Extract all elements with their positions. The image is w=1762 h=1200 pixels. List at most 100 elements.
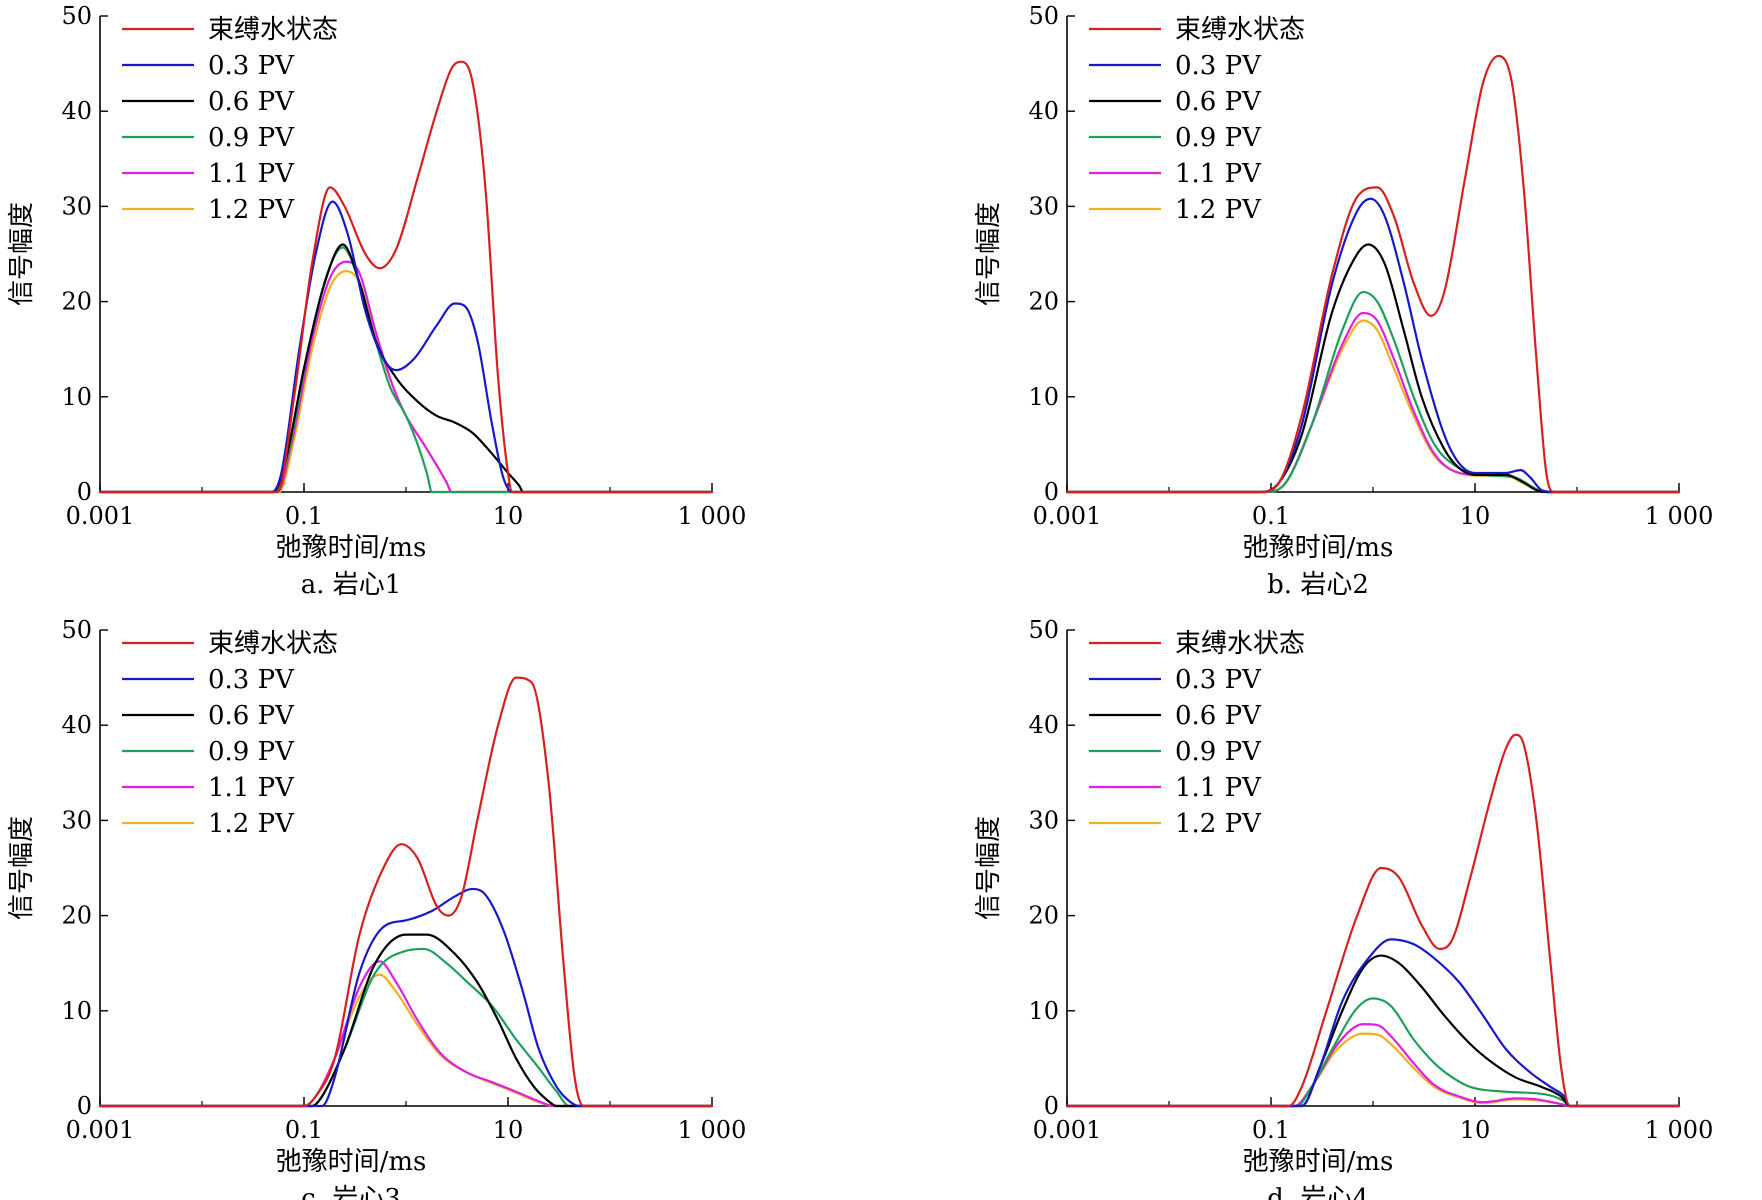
series-line-2 — [1065, 243, 1681, 494]
x-tick-label: 1 000 — [1645, 502, 1714, 530]
legend-label: 0.3 PV — [208, 51, 295, 81]
chart-panel-2: 0 10 20 30 40 50 0.001 0.1 10 1 000 弛豫时间/ms 信号幅度 b. … — [974, 2, 1713, 600]
panel-caption: d. 岩心4 — [1267, 1184, 1369, 1200]
y-tick-label: 40 — [1028, 97, 1059, 125]
x-tick-label: 0.1 — [1252, 1116, 1290, 1144]
series-line-1 — [98, 887, 714, 1108]
y-tick-label: 40 — [61, 97, 92, 125]
x-tick-label: 0.001 — [66, 502, 135, 530]
legend-label: 0.3 PV — [1175, 665, 1262, 695]
y-tick-label: 10 — [1028, 383, 1059, 411]
chart-panel-1: 0 10 20 30 40 50 0.001 0.1 10 1 000 弛豫时间/ms 信号幅度 a. … — [7, 2, 746, 600]
panel-caption: a. 岩心1 — [301, 570, 402, 600]
series-line-4 — [98, 260, 714, 494]
x-tick-label: 10 — [1460, 502, 1491, 530]
legend-label: 1.1 PV — [1175, 773, 1262, 803]
y-tick-label: 20 — [61, 288, 92, 316]
legend-label: 0.3 PV — [208, 665, 295, 695]
legend-label: 0.9 PV — [208, 737, 295, 767]
y-tick-label: 20 — [1028, 902, 1059, 930]
series-line-3 — [1065, 290, 1681, 494]
legend: 束缚水状态 0.3 PV 0.6 PV 0.9 PV 1.1 PV 1.2 PV — [1089, 629, 1305, 839]
x-tick-label: 1 000 — [1645, 1116, 1714, 1144]
legend-label: 束缚水状态 — [1175, 15, 1305, 45]
y-tick-label: 30 — [1028, 806, 1059, 834]
series-line-0 — [1065, 733, 1681, 1108]
legend-label: 1.1 PV — [1175, 159, 1262, 189]
series-line-4 — [98, 960, 714, 1108]
series-line-5 — [98, 973, 714, 1108]
y-axis-title: 信号幅度 — [974, 202, 1004, 306]
y-tick-label: 50 — [1028, 616, 1059, 644]
series-line-3 — [98, 947, 714, 1108]
legend-label: 0.9 PV — [1175, 737, 1262, 767]
series-line-2 — [98, 243, 714, 494]
y-tick-label: 40 — [61, 711, 92, 739]
x-axis-title: 弛豫时间/ms — [276, 1147, 427, 1177]
series-line-0 — [1065, 54, 1681, 494]
series-line-4 — [1065, 311, 1681, 494]
x-tick-label: 0.1 — [285, 502, 323, 530]
legend-label: 束缚水状态 — [208, 15, 338, 45]
series-line-4 — [1065, 1023, 1681, 1108]
legend: 束缚水状态 0.3 PV 0.6 PV 0.9 PV 1.1 PV 1.2 PV — [1089, 15, 1305, 225]
series-line-2 — [1065, 954, 1681, 1108]
y-axis-title: 信号幅度 — [7, 202, 37, 306]
x-tick-label: 1 000 — [678, 1116, 747, 1144]
series-line-5 — [98, 270, 714, 494]
x-axis-title: 弛豫时间/ms — [276, 533, 427, 563]
y-tick-label: 30 — [61, 192, 92, 220]
legend-label: 0.6 PV — [1175, 87, 1262, 117]
y-tick-label: 10 — [1028, 997, 1059, 1025]
x-tick-label: 0.1 — [1252, 502, 1290, 530]
series-line-2 — [98, 933, 714, 1108]
chart-panel-3: 0 10 20 30 40 50 0.001 0.1 10 1 000 弛豫时间/ms 信号幅度 c. … — [7, 616, 746, 1200]
legend: 束缚水状态 0.3 PV 0.6 PV 0.9 PV 1.1 PV 1.2 PV — [122, 15, 338, 225]
x-tick-label: 10 — [493, 1116, 524, 1144]
x-tick-label: 0.001 — [1033, 502, 1102, 530]
panel-caption: b. 岩心2 — [1267, 570, 1369, 600]
series-line-5 — [1065, 1032, 1681, 1108]
y-tick-label: 20 — [61, 902, 92, 930]
legend-label: 0.3 PV — [1175, 51, 1262, 81]
legend-label: 1.1 PV — [208, 159, 295, 189]
y-tick-label: 20 — [1028, 288, 1059, 316]
y-tick-label: 0 — [1044, 478, 1059, 506]
y-axis-title: 信号幅度 — [974, 816, 1004, 920]
legend-label: 1.2 PV — [208, 809, 295, 839]
legend-label: 0.6 PV — [208, 701, 295, 731]
x-tick-label: 10 — [493, 502, 524, 530]
y-tick-label: 0 — [77, 478, 92, 506]
legend-label: 束缚水状态 — [1175, 629, 1305, 659]
y-tick-label: 30 — [1028, 192, 1059, 220]
x-tick-label: 0.001 — [66, 1116, 135, 1144]
series-line-5 — [1065, 319, 1681, 494]
legend: 束缚水状态 0.3 PV 0.6 PV 0.9 PV 1.1 PV 1.2 PV — [122, 629, 338, 839]
x-tick-label: 0.001 — [1033, 1116, 1102, 1144]
x-axis-title: 弛豫时间/ms — [1243, 1147, 1394, 1177]
y-tick-label: 50 — [61, 2, 92, 30]
legend-label: 1.2 PV — [1175, 195, 1262, 225]
chart-panel-4: 0 10 20 30 40 50 0.001 0.1 10 1 000 弛豫时间/ms 信号幅度 d. … — [974, 616, 1713, 1200]
y-tick-label: 0 — [1044, 1092, 1059, 1120]
legend-label: 0.9 PV — [1175, 123, 1262, 153]
x-tick-label: 1 000 — [678, 502, 747, 530]
legend-label: 0.6 PV — [1175, 701, 1262, 731]
series-line-3 — [1065, 997, 1681, 1108]
x-tick-label: 10 — [1460, 1116, 1491, 1144]
y-tick-label: 30 — [61, 806, 92, 834]
series-line-1 — [1065, 197, 1681, 494]
y-tick-label: 40 — [1028, 711, 1059, 739]
series-line-1 — [1065, 938, 1681, 1108]
y-tick-label: 0 — [77, 1092, 92, 1120]
series-line-3 — [98, 246, 714, 494]
series-line-0 — [98, 60, 714, 494]
x-axis-title: 弛豫时间/ms — [1243, 533, 1394, 563]
legend-label: 束缚水状态 — [208, 629, 338, 659]
y-tick-label: 10 — [61, 383, 92, 411]
legend-label: 1.1 PV — [208, 773, 295, 803]
x-tick-label: 0.1 — [285, 1116, 323, 1144]
y-axis-title: 信号幅度 — [7, 816, 37, 920]
legend-label: 0.6 PV — [208, 87, 295, 117]
